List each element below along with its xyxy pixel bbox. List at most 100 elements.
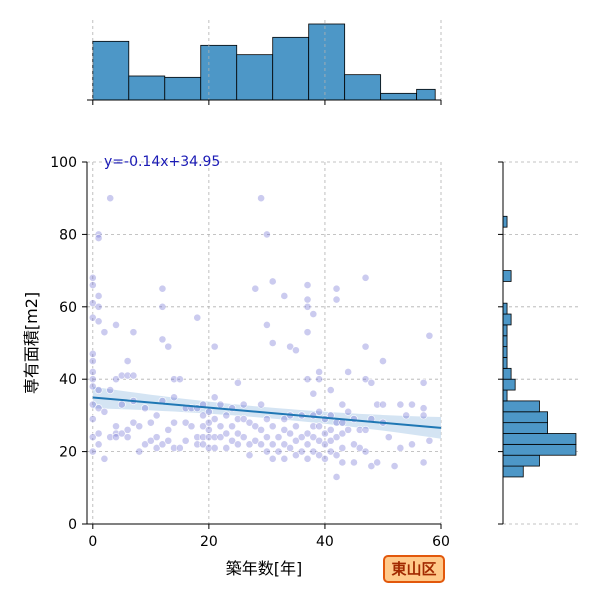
scatter-point	[170, 375, 178, 384]
scatter-point	[286, 429, 295, 438]
top-histogram-bar	[92, 40, 130, 101]
y-tick-label: 0	[68, 517, 77, 533]
scatter-point	[117, 400, 126, 409]
right-histogram-bar	[502, 389, 508, 402]
scatter-point	[210, 444, 219, 452]
scatter-point	[268, 440, 277, 449]
scatter-point	[181, 436, 190, 445]
scatter-point	[175, 444, 184, 452]
scatter-point	[286, 342, 295, 351]
scatter-point	[419, 404, 428, 413]
scatter-point	[181, 418, 190, 427]
scatter-point	[344, 425, 353, 434]
scatter-point	[338, 444, 347, 452]
scatter-point	[222, 411, 231, 420]
scatter-point	[141, 440, 149, 449]
scatter-point	[158, 440, 167, 449]
scatter-point	[326, 447, 335, 456]
scatter-point	[408, 400, 416, 409]
scatter-point	[135, 422, 144, 431]
scatter-point	[88, 375, 97, 384]
scatter-point	[100, 407, 109, 416]
scatter-point	[239, 415, 248, 423]
scatter-point	[315, 407, 324, 416]
scatter-point	[245, 440, 254, 449]
scatter-point	[280, 425, 289, 434]
scatter-point	[292, 346, 300, 355]
scatter-point	[268, 454, 277, 463]
scatter-point	[251, 422, 260, 431]
scatter-point	[332, 284, 341, 293]
scatter-point	[129, 328, 138, 337]
scatter-point	[170, 444, 178, 452]
scatter-point	[419, 378, 428, 387]
scatter-point	[268, 339, 277, 347]
scatter-point	[106, 386, 115, 394]
scatter-point	[112, 433, 120, 442]
scatter-point	[321, 440, 329, 449]
scatter-point	[315, 422, 324, 431]
scatter-point	[344, 368, 353, 376]
scatter-point	[88, 273, 97, 282]
scatter-point	[326, 425, 335, 434]
scatter-point	[263, 447, 271, 456]
right-histogram-bar	[502, 313, 512, 326]
y-tick-label: 40	[59, 372, 77, 388]
top-histogram-bar	[416, 88, 436, 101]
scatter-point	[170, 393, 178, 402]
scatter-point	[187, 422, 196, 431]
scatter-point	[297, 447, 306, 456]
scatter-point	[94, 317, 103, 326]
scatter-point	[94, 429, 103, 438]
scatter-point	[268, 277, 277, 286]
scatter-point	[204, 425, 213, 434]
scatter-point	[193, 313, 202, 322]
scatter-point	[344, 407, 353, 416]
scatter-point	[129, 418, 138, 427]
scatter-point	[146, 418, 155, 427]
right-histogram-bar	[502, 302, 508, 315]
scatter-point	[239, 400, 248, 409]
scatter-point	[332, 295, 341, 304]
scatter-point	[309, 310, 318, 318]
scatter-point	[303, 295, 312, 304]
scatter-point	[303, 454, 312, 463]
scatter-point	[274, 433, 283, 442]
scatter-point	[315, 436, 324, 445]
scatter-point	[292, 422, 300, 431]
right-histogram-bar	[502, 422, 548, 434]
scatter-point	[396, 400, 405, 409]
scatter-point	[88, 400, 97, 409]
top-histogram-bar	[200, 44, 238, 101]
scatter-point	[222, 444, 231, 452]
scatter-point	[210, 393, 219, 402]
scatter-point	[216, 433, 225, 442]
scatter-point	[199, 422, 207, 431]
scatter-point	[332, 433, 341, 442]
scatter-point	[297, 433, 306, 442]
scatter-point	[315, 375, 324, 384]
scatter-point	[199, 440, 207, 449]
scatter-point	[303, 281, 312, 289]
scatter-point	[106, 194, 115, 203]
scatter-point	[263, 320, 271, 329]
scatter-point	[292, 451, 300, 460]
top-histogram-bar	[164, 76, 202, 101]
scatter-point	[303, 429, 312, 438]
scatter-point	[112, 422, 120, 431]
scatter-point	[355, 425, 364, 434]
scatter-point	[338, 458, 347, 467]
scatter-point	[303, 328, 312, 337]
scatter-point	[106, 433, 115, 442]
scatter-point	[257, 440, 265, 449]
scatter-point	[88, 382, 97, 391]
scatter-point	[396, 444, 405, 452]
scatter-point	[117, 371, 126, 380]
right-histogram-bar	[502, 411, 548, 424]
top-histogram-bar	[344, 74, 382, 101]
scatter-point	[88, 313, 97, 322]
scatter-point	[123, 357, 132, 365]
top-histogram-bar	[128, 75, 166, 101]
scatter-point	[280, 440, 289, 449]
scatter-point	[233, 440, 242, 449]
